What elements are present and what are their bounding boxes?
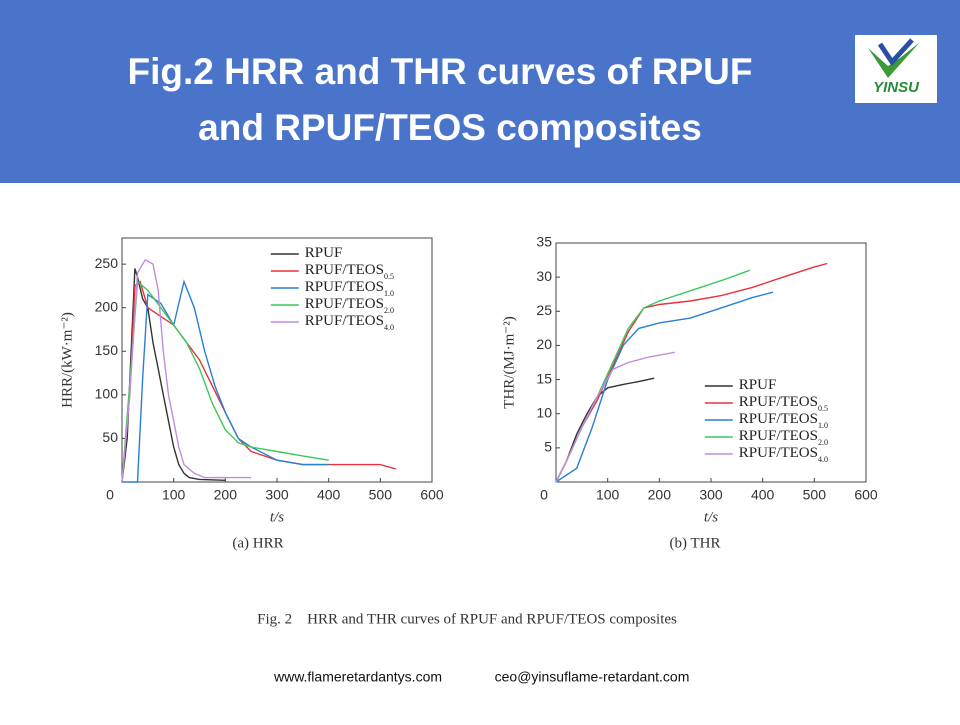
y-tick-label: 5 (544, 439, 552, 455)
data-line (121, 258, 252, 483)
title-line: and RPUF/TEOS composites (198, 107, 702, 148)
legend-entry: RPUF/TEOS1.0 (739, 411, 828, 429)
x-tick-label: 0 (106, 487, 114, 503)
legend-name: RPUF/TEOS (305, 279, 384, 295)
y-axis-label: THR/(MJ·m⁻²) (501, 316, 517, 408)
data-line (555, 351, 675, 483)
legend-entry: RPUF/TEOS4.0 (305, 313, 394, 331)
legend-subscript: 4.0 (818, 455, 828, 464)
x-tick-label: 500 (369, 487, 393, 503)
chart-caption: (b) THR (670, 535, 721, 551)
data-line (122, 279, 329, 483)
chart-caption: (a) HRR (232, 535, 283, 551)
chart: 0 100 200 300 400 500 600 5 10 15 20 25 30 35 THR/(MJ·… (501, 234, 877, 552)
x-tick-label: 200 (214, 487, 238, 503)
legend-subscript: 2.0 (818, 438, 828, 447)
legend-entry: RPUF/TEOS0.5 (739, 394, 828, 412)
y-tick-label: 25 (536, 302, 552, 318)
y-tick-label: 200 (95, 298, 119, 314)
x-tick-label: 400 (751, 487, 775, 503)
legend-entry: RPUF/TEOS0.5 (305, 262, 394, 280)
legend-name: RPUF/TEOS (305, 296, 384, 312)
legend-name: RPUF/TEOS (739, 394, 818, 410)
x-tick-label: 100 (596, 487, 620, 503)
y-tick-label: 100 (95, 386, 119, 402)
x-tick-label: 200 (648, 487, 672, 503)
x-tick-label: 0 (540, 487, 548, 503)
legend-name: RPUF/TEOS (739, 428, 818, 444)
y-tick-label: 10 (536, 404, 552, 420)
legend-entry: RPUF/TEOS4.0 (739, 445, 828, 463)
legend-name: RPUF (739, 377, 777, 393)
legend-subscript: 4.0 (384, 323, 394, 332)
legend-name: RPUF/TEOS (305, 313, 384, 329)
x-axis-label: t/s (270, 509, 284, 525)
x-axis-label: t/s (704, 509, 718, 525)
y-tick-label: 50 (102, 429, 118, 445)
legend-entry: RPUF/TEOS2.0 (305, 296, 394, 314)
y-tick-label: 250 (95, 255, 119, 271)
chart: 0 100 200 300 400 500 600 50 100 150 200 250 HRR/(kW… (59, 237, 444, 551)
y-tick-label: 15 (536, 370, 552, 386)
x-tick-label: 600 (420, 487, 444, 503)
data-line (555, 269, 751, 483)
legend-entry: RPUF/TEOS1.0 (305, 279, 394, 297)
y-tick-label: 150 (95, 342, 119, 358)
data-line (555, 291, 774, 483)
legend-subscript: 0.5 (384, 272, 394, 281)
x-tick-label: 300 (699, 487, 723, 503)
legend-name: RPUF/TEOS (305, 262, 384, 278)
charts: 0 100 200 300 400 500 60050100150200250HRR/(kW… (59, 234, 877, 552)
header-band (0, 0, 960, 183)
legend-name: RPUF (305, 245, 343, 261)
legend-entry: RPUF (305, 245, 343, 261)
legend-name: RPUF/TEOS (739, 445, 818, 461)
x-tick-label: 600 (854, 487, 878, 503)
x-tick-label: 400 (317, 487, 341, 503)
x-tick-label: 300 (265, 487, 289, 503)
y-axis-label: HRR/(kW·m⁻²) (59, 312, 75, 408)
data-line (555, 377, 655, 483)
legend-subscript: 2.0 (384, 306, 394, 315)
title-line: Fig.2 HRR and THR curves of RPUF (128, 51, 753, 92)
figure-caption: Fig. 2 HRR and THR curves of RPUF and RP… (257, 611, 677, 627)
footer-website: www.flameretardantys.com (273, 669, 442, 685)
logo-mark (868, 42, 920, 78)
footer-email: ceo@yinsuflame-retardant.com (495, 669, 690, 685)
legend-entry: RPUF (739, 377, 777, 393)
y-tick-label: 30 (536, 268, 552, 284)
legend-subscript: 1.0 (818, 421, 828, 430)
y-tick-label: 20 (536, 336, 552, 352)
logo: YINSU (855, 35, 937, 103)
legend-name: RPUF/TEOS (739, 411, 818, 427)
logo-text: YINSU (873, 79, 920, 96)
legend-subscript: 0.5 (818, 404, 828, 413)
x-tick-label: 100 (162, 487, 186, 503)
data-line (121, 280, 329, 483)
x-tick-label: 500 (803, 487, 827, 503)
logo-mark (877, 38, 914, 67)
legend-entry: RPUF/TEOS2.0 (739, 428, 828, 446)
legend-subscript: 1.0 (384, 289, 394, 298)
y-tick-label: 35 (536, 234, 552, 250)
data-line (121, 268, 226, 483)
